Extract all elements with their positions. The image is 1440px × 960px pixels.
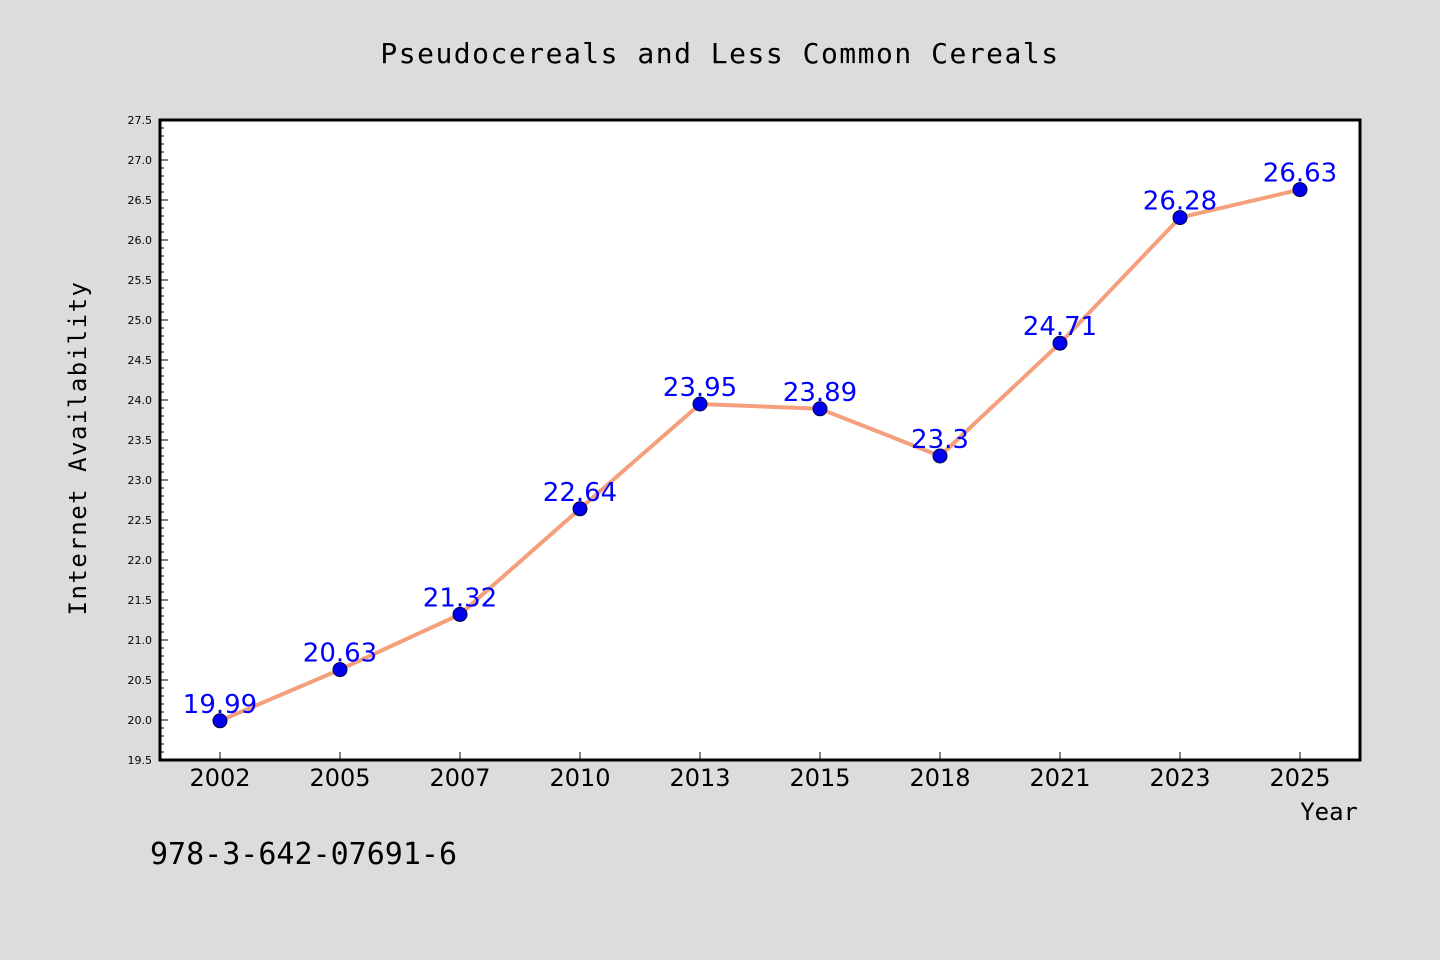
data-label: 23.89 [783, 378, 857, 408]
y-tick-label: 27.0 [128, 154, 153, 167]
x-tick-label: 2013 [669, 764, 730, 792]
y-tick-label: 23.5 [128, 434, 153, 447]
data-point [1172, 210, 1188, 226]
x-tick-label: 2010 [549, 764, 610, 792]
y-tick-label: 19.5 [128, 754, 153, 767]
data-point [452, 606, 468, 622]
y-axis-label: Internet Availability [64, 281, 92, 616]
data-label: 22.64 [543, 478, 617, 508]
x-tick-label: 2025 [1269, 764, 1330, 792]
series-layer: 19.99 20.63 21.32 22.64 23.95 23.89 23.3 24.71 2… [183, 159, 1337, 729]
data-label: 23.3 [911, 425, 969, 455]
annotation-text: 978-3-642-07691-6 [150, 837, 457, 872]
data-label: 19.99 [183, 690, 257, 720]
y-tick-label: 25.0 [128, 314, 153, 327]
y-tick-label: 20.0 [128, 714, 153, 727]
y-tick-label: 21.5 [128, 594, 153, 607]
y-tick-label: 23.0 [128, 474, 153, 487]
data-label: 26.28 [1143, 187, 1217, 217]
x-axis: 2002 2005 2007 2010 2013 2015 2018 2021 2023 2025 [189, 752, 1331, 792]
y-tick-label: 27.5 [128, 114, 153, 127]
data-point [1052, 335, 1068, 351]
data-point [572, 501, 588, 517]
y-tick-label: 21.0 [128, 634, 153, 647]
y-tick-label: 20.5 [128, 674, 153, 687]
data-label: 26.63 [1263, 159, 1337, 189]
data-point [1292, 182, 1308, 198]
data-point [332, 662, 348, 678]
y-tick-label: 22.5 [128, 514, 153, 527]
y-tick-label: 24.0 [128, 394, 153, 407]
data-label: 20.63 [303, 639, 377, 669]
x-tick-label: 2015 [789, 764, 850, 792]
data-label: 23.95 [663, 373, 737, 403]
y-axis: 19.5 20.0 20.5 21.0 21.5 22.0 22.5 23.0 23.5 24.0… [128, 114, 168, 767]
x-tick-label: 2002 [189, 764, 250, 792]
y-tick-label: 26.0 [128, 234, 153, 247]
y-tick-label: 25.5 [128, 274, 153, 287]
data-point [812, 401, 828, 417]
y-tick-label: 24.5 [128, 354, 153, 367]
x-tick-label: 2007 [429, 764, 490, 792]
plot-area [158, 118, 1362, 762]
x-tick-label: 2005 [309, 764, 370, 792]
series-line [218, 187, 1302, 723]
data-point [692, 396, 708, 412]
data-point [212, 713, 228, 729]
data-label: 24.71 [1023, 312, 1097, 342]
y-tick-label: 22.0 [128, 554, 153, 567]
y-tick-label: 26.5 [128, 194, 153, 207]
x-tick-label: 2018 [909, 764, 970, 792]
data-point [932, 448, 948, 464]
chart-title: Pseudocereals and Less Common Cereals [380, 37, 1059, 70]
x-tick-label: 2021 [1029, 764, 1090, 792]
x-axis-label: Year [1300, 798, 1358, 826]
x-tick-label: 2023 [1149, 764, 1210, 792]
data-label: 21.32 [423, 583, 497, 613]
